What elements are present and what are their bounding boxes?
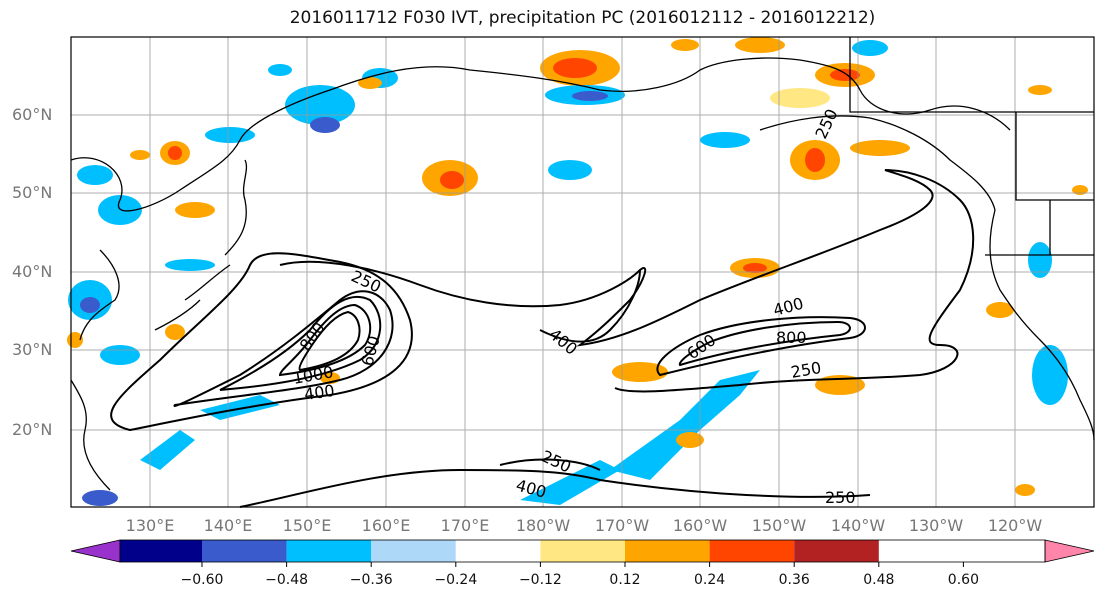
lon-tick-label: 120°W: [987, 516, 1043, 535]
lat-tick-label: 60°N: [12, 105, 53, 124]
contour-400-west: [173, 290, 394, 407]
contour-250-south: [239, 468, 871, 508]
lon-tick-label: 150°E: [282, 516, 332, 535]
colorbar-tick-label: −0.48: [265, 572, 309, 588]
graticule: [71, 37, 1094, 507]
lon-tick-label: 140°E: [203, 516, 253, 535]
colorbar-tick-label: 0.12: [609, 572, 641, 588]
colorbar-tick-label: 0.60: [947, 572, 979, 588]
lon-tick-label: 160°E: [361, 516, 411, 535]
lon-tick-label: 170°W: [594, 516, 650, 535]
contour-label: 400: [303, 381, 336, 404]
lon-tick-label: 130°W: [908, 516, 964, 535]
lat-tick-label: 30°N: [12, 340, 53, 359]
colorbar-tick-label: −0.24: [434, 572, 478, 588]
colorbar-tick-label: −0.12: [518, 572, 562, 588]
lon-tick-label: 130°E: [125, 516, 175, 535]
contour-400-east: [656, 316, 866, 377]
colorbar: [70, 539, 1095, 567]
lon-tick-label: 170°E: [440, 516, 490, 535]
colorbar-tick-label: −0.36: [349, 572, 393, 588]
lat-tick-label: 50°N: [12, 183, 53, 202]
coastlines: [70, 37, 1095, 491]
colorbar-extend-low: [70, 539, 121, 563]
lon-tick-label: 150°W: [751, 516, 807, 535]
contour-600-west: [219, 295, 382, 391]
lon-tick-label: 180°W: [515, 516, 571, 535]
precip-shading: [67, 37, 1088, 506]
contour-1000-west: [298, 310, 361, 372]
contour-250-south2: [499, 458, 601, 471]
colorbar-outline: [119, 539, 1046, 563]
colorbar-segment: [455, 540, 541, 562]
lat-tick-label: 20°N: [12, 420, 53, 439]
lat-tick-label: 40°N: [12, 262, 53, 281]
colorbar-segment: [202, 540, 287, 562]
map-frame: [70, 36, 1095, 508]
map-title: 2016011712 F030 IVT, precipitation PC (2…: [289, 8, 876, 28]
colorbar-segment: [371, 540, 456, 562]
colorbar-tick-label: 0.36: [778, 572, 810, 588]
colorbar-tick-label: 0.48: [863, 572, 895, 588]
colorbar-segment: [540, 540, 625, 562]
colorbar-segment: [709, 540, 795, 562]
colorbar-segment: [286, 540, 372, 562]
colorbar-tick-label: 0.24: [694, 572, 726, 588]
contour-250-jet: [279, 169, 975, 393]
colorbar-segment: [625, 540, 710, 562]
lon-tick-label: 140°W: [830, 516, 886, 535]
colorbar-segment: [120, 540, 202, 562]
lon-tick-label: 160°W: [672, 516, 728, 535]
colorbar-tick-label: −0.60: [180, 572, 224, 588]
ivt-contours: [110, 169, 975, 508]
contour-label: 800: [776, 328, 807, 347]
contour-800-west: [278, 303, 372, 377]
contour-400-mid: [539, 269, 641, 343]
colorbar-extend-high: [1044, 539, 1095, 563]
colorbar-segment: [794, 540, 879, 562]
contour-label: 250: [825, 488, 856, 507]
contour-600-east: [678, 320, 851, 367]
contour-250-west: [110, 252, 413, 432]
